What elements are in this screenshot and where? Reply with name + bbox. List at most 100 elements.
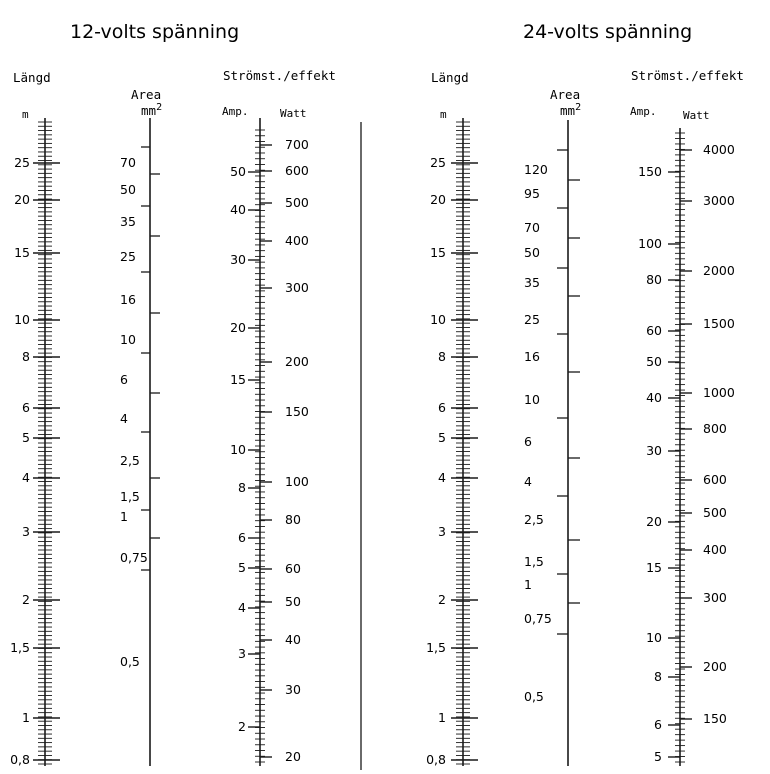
right-amp-label: 150 (638, 164, 662, 179)
right-watt-label: 3000 (703, 193, 735, 208)
left-length-label: 6 (22, 400, 30, 415)
left-length-header: Längd (13, 70, 51, 85)
left-area-unit: mm2 (141, 102, 162, 118)
left-area-header: Area (131, 87, 161, 102)
right-area-label: 1,5 (524, 554, 544, 569)
left-watt-label: 30 (285, 682, 301, 697)
left-watt-unit: Watt (280, 107, 307, 120)
right-amp-label: 20 (646, 514, 662, 529)
right-length-label: 2 (438, 592, 446, 607)
right-area-unit: mm2 (560, 102, 581, 118)
right-amp-label: 10 (646, 630, 662, 645)
right-area-label: 25 (524, 312, 540, 327)
right-amp-label: 5 (654, 749, 662, 764)
right-watt-label: 600 (703, 472, 727, 487)
right-watt-unit: Watt (683, 109, 710, 122)
right-length-label: 20 (430, 192, 446, 207)
left-area-label: 2,5 (120, 453, 140, 468)
right-watt-label: 1000 (703, 385, 735, 400)
right-watt-label: 300 (703, 590, 727, 605)
right-length-header: Längd (431, 70, 469, 85)
right-area-label: 10 (524, 392, 540, 407)
left-watt-label: 60 (285, 561, 301, 576)
right-area-label: 95 (524, 186, 540, 201)
left-length-label: 4 (22, 470, 30, 485)
left-area-label: 10 (120, 332, 136, 347)
left-length-label: 10 (14, 312, 30, 327)
left-area-label: 1 (120, 509, 128, 524)
right-amp-label: 100 (638, 236, 662, 251)
right-length-label: 1 (438, 710, 446, 725)
left-watt-label: 80 (285, 512, 301, 527)
left-watt-label: 20 (285, 749, 301, 764)
right-length-label: 1,5 (426, 640, 446, 655)
left-amp-label: 30 (230, 252, 246, 267)
left-length-label: 3 (22, 524, 30, 539)
left-area-label: 1,5 (120, 489, 140, 504)
left-length-unit: m (22, 108, 29, 121)
right-length-label: 25 (430, 155, 446, 170)
left-amp-label: 6 (238, 530, 246, 545)
right-length-label: 4 (438, 470, 446, 485)
left-watt-label: 100 (285, 474, 309, 489)
right-length-label: 15 (430, 245, 446, 260)
right-length-label: 8 (438, 349, 446, 364)
left-watt-label: 500 (285, 195, 309, 210)
left-length-label: 15 (14, 245, 30, 260)
left-watt-label: 50 (285, 594, 301, 609)
left-watt-label: 300 (285, 280, 309, 295)
left-amp-label: 5 (238, 560, 246, 575)
right-watt-label: 2000 (703, 263, 735, 278)
left-watt-label: 40 (285, 632, 301, 647)
left-watt-label: 600 (285, 163, 309, 178)
right-watt-label: 1500 (703, 316, 735, 331)
left-panel-title: 12-volts spänning (70, 21, 239, 43)
left-amp-label: 50 (230, 164, 246, 179)
left-area-label: 35 (120, 214, 136, 229)
left-amp-label: 20 (230, 320, 246, 335)
left-area-label: 4 (120, 411, 128, 426)
right-amp-label: 40 (646, 390, 662, 405)
right-watt-label: 4000 (703, 142, 735, 157)
left-length-label: 25 (14, 155, 30, 170)
left-length-label: 8 (22, 349, 30, 364)
left-watt-label: 200 (285, 354, 309, 369)
left-amp-label: 4 (238, 600, 246, 615)
left-area-label: 0,5 (120, 654, 140, 669)
left-area-label: 16 (120, 292, 136, 307)
right-watt-label: 500 (703, 505, 727, 520)
left-watt-label: 700 (285, 137, 309, 152)
right-length-label: 10 (430, 312, 446, 327)
right-area-label: 50 (524, 245, 540, 260)
left-area-label: 70 (120, 155, 136, 170)
left-amp-label: 2 (238, 719, 246, 734)
right-area-header: Area (550, 87, 580, 102)
right-length-unit: m (440, 108, 447, 121)
right-amp-label: 50 (646, 354, 662, 369)
right-amp-label: 30 (646, 443, 662, 458)
right-area-label: 0,5 (524, 689, 544, 704)
right-panel-title: 24-volts spänning (523, 21, 692, 43)
right-area-label: 1 (524, 577, 532, 592)
right-amp-label: 60 (646, 323, 662, 338)
right-watt-label: 200 (703, 659, 727, 674)
right-area-label: 16 (524, 349, 540, 364)
right-amp-label: 15 (646, 560, 662, 575)
right-length-label: 6 (438, 400, 446, 415)
left-length-label: 0,8 (10, 752, 30, 767)
right-amp-label: 80 (646, 272, 662, 287)
left-current-header: Strömst./effekt (223, 68, 336, 83)
right-watt-label: 400 (703, 542, 727, 557)
right-area-label: 70 (524, 220, 540, 235)
right-area-label: 2,5 (524, 512, 544, 527)
left-amp-label: 10 (230, 442, 246, 457)
left-length-label: 1 (22, 710, 30, 725)
left-length-label: 20 (14, 192, 30, 207)
right-watt-label: 800 (703, 421, 727, 436)
right-area-label: 6 (524, 434, 532, 449)
right-area-label: 35 (524, 275, 540, 290)
left-area-label: 6 (120, 372, 128, 387)
left-area-label: 25 (120, 249, 136, 264)
left-length-label: 2 (22, 592, 30, 607)
